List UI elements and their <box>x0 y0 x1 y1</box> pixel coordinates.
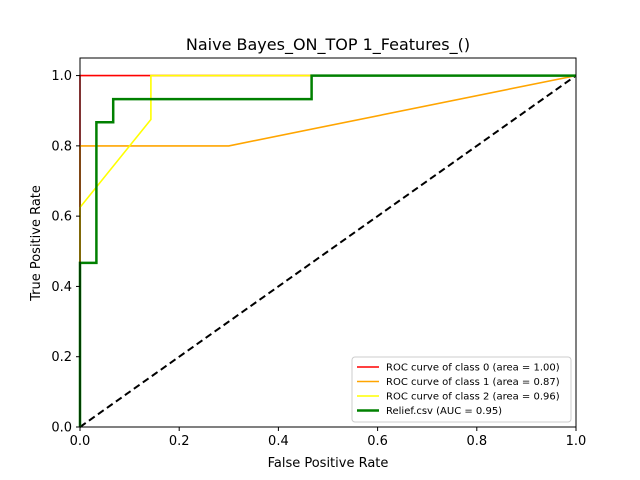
x-tick-label-3: 0.6 <box>367 434 388 449</box>
chance-diagonal-line <box>79 74 577 428</box>
y-tick-label-3: 0.6 <box>51 210 72 225</box>
y-tick-label-5: 1.0 <box>51 69 72 84</box>
x-axis-label: False Positive Rate <box>268 456 389 471</box>
legend-entry-2: ROC curve of class 2 (area = 0.96) <box>386 392 560 403</box>
legend-entry-0: ROC curve of class 0 (area = 1.00) <box>386 363 560 374</box>
axes-frame <box>79 57 577 428</box>
legend: ROC curve of class 0 (area = 1.00) ROC cu… <box>351 356 572 423</box>
axis-ticks: 0.0 0.2 0.4 0.6 0.8 1.0 0.0 0.2 0.4 0.6 0.8 1.0 <box>51 69 586 449</box>
chart-title: Naive Bayes_ON_TOP 1_Features_() <box>186 35 470 55</box>
x-tick-label-0: 0.0 <box>70 434 91 449</box>
y-tick-label-1: 0.2 <box>51 350 72 365</box>
y-tick-label-4: 0.8 <box>51 139 72 154</box>
y-axis-label: True Positive Rate <box>29 185 44 302</box>
legend-box <box>351 356 572 423</box>
x-tick-label-4: 0.8 <box>466 434 487 449</box>
y-tick-label-0: 0.0 <box>51 421 72 436</box>
x-tick-label-5: 1.0 <box>566 434 587 449</box>
legend-entry-1: ROC curve of class 1 (area = 0.87) <box>386 377 560 388</box>
y-tick-label-2: 0.4 <box>51 280 72 295</box>
x-tick-label-2: 0.4 <box>268 434 289 449</box>
x-tick-label-1: 0.2 <box>169 434 190 449</box>
legend-entry-3: Relief.csv (AUC = 0.95) <box>386 406 502 417</box>
